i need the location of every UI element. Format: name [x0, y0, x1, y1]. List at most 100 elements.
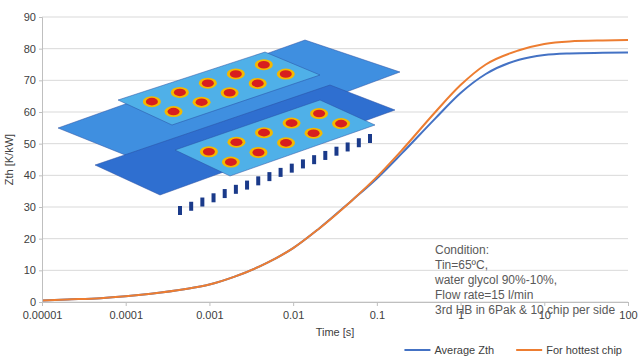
- chip-halo: [227, 68, 245, 79]
- pin: [323, 151, 327, 160]
- x-axis-title: Time [s]: [316, 326, 355, 338]
- y-tick-label: 80: [24, 43, 36, 55]
- chip: [174, 89, 186, 97]
- x-tick-label: 0.00001: [23, 309, 63, 321]
- y-tick: 0: [30, 296, 42, 308]
- y-tick-mark: [39, 17, 42, 18]
- chart: 0.000010.00010.0010.010.1110100010203040…: [0, 0, 640, 362]
- y-tick-label: 50: [24, 138, 36, 150]
- y-tick-mark: [39, 239, 42, 240]
- chip-halo: [222, 157, 240, 168]
- x-tick-mark: [293, 302, 294, 306]
- y-tick-label: 30: [24, 201, 36, 213]
- x-tick: 0.1: [370, 302, 385, 321]
- chip-halo: [277, 69, 295, 80]
- chip: [335, 120, 347, 128]
- y-tick-label: 40: [24, 169, 36, 181]
- chip-halo: [305, 128, 323, 139]
- y-tick: 20: [24, 233, 42, 245]
- annotation-line: water glycol 90%-10%,: [434, 273, 557, 287]
- y-tick-mark: [39, 270, 42, 271]
- pin: [267, 172, 271, 181]
- legend-item: For hottest chip: [516, 344, 622, 356]
- x-tick-label: 0.0001: [109, 309, 143, 321]
- pin: [189, 202, 193, 211]
- y-tick: 80: [24, 43, 42, 55]
- x-tick: 100: [619, 302, 637, 321]
- pin: [368, 134, 372, 143]
- grid-line: [42, 207, 628, 208]
- module: [175, 100, 375, 176]
- series-line: [42, 52, 628, 300]
- y-tick-label: 10: [24, 264, 36, 276]
- pin: [279, 168, 283, 177]
- inset-illustration: [58, 40, 400, 215]
- chip-halo: [193, 97, 211, 108]
- y-tick-mark: [39, 207, 42, 208]
- grid-line: [42, 17, 628, 18]
- x-tick: 0.00001: [23, 302, 63, 321]
- x-tick: 0.0001: [109, 302, 143, 321]
- grid-line: [42, 270, 628, 271]
- x-tick-mark: [377, 302, 378, 306]
- legend-item: Average Zth: [404, 344, 494, 356]
- chip: [252, 149, 264, 157]
- y-tick: 10: [24, 264, 42, 276]
- x-tick: 0.01: [283, 302, 304, 321]
- chip: [202, 79, 214, 87]
- chip-halo: [171, 87, 189, 98]
- pin: [334, 147, 338, 156]
- pin: [212, 193, 216, 202]
- pin: [346, 142, 350, 151]
- legend: Average Zth For hottest chip: [404, 344, 622, 356]
- y-tick-mark: [39, 175, 42, 176]
- chip: [252, 80, 264, 88]
- chip: [286, 119, 298, 127]
- chip-halo: [332, 118, 350, 129]
- x-tick-mark: [209, 302, 210, 306]
- annotation: Condition:Tin=65ºC,water glycol 90%-10%,…: [434, 243, 615, 317]
- y-axis-title: Zth [K/kW]: [3, 134, 15, 185]
- chip: [230, 70, 242, 78]
- annotation-line: Flow rate=15 l/min: [435, 288, 533, 302]
- y-tick-label: 60: [24, 106, 36, 118]
- y-tick-label: 0: [30, 296, 36, 308]
- y-tick: 90: [24, 11, 42, 23]
- pin: [245, 181, 249, 190]
- chip: [146, 98, 158, 106]
- pin: [200, 198, 204, 207]
- chip: [280, 139, 292, 147]
- chip-halo: [249, 78, 267, 89]
- x-tick-mark: [126, 302, 127, 306]
- y-tick-mark: [39, 144, 42, 145]
- chip: [203, 148, 215, 156]
- pin: [234, 185, 238, 194]
- chip: [168, 108, 180, 116]
- pin: [223, 189, 227, 198]
- y-tick-mark: [39, 49, 42, 50]
- chip-halo: [221, 87, 239, 98]
- chip: [225, 158, 237, 166]
- pin: [256, 176, 260, 185]
- legend-label: Average Zth: [434, 344, 494, 356]
- chip-halo: [143, 96, 161, 107]
- y-tick-label: 70: [24, 74, 36, 86]
- chip: [196, 98, 208, 106]
- chip-halo: [249, 147, 267, 158]
- x-tick-label: 0.1: [370, 309, 385, 321]
- y-tick: 40: [24, 169, 42, 181]
- chip-halo: [165, 106, 183, 117]
- y-tick-label: 20: [24, 233, 36, 245]
- chip-halo: [310, 108, 328, 119]
- annotation-line: 3rd HB in 6Pak & 10 chip per side: [435, 303, 615, 317]
- chip: [258, 129, 270, 137]
- series-line: [42, 40, 628, 300]
- chip: [308, 129, 320, 137]
- x-tick-label: 0.01: [283, 309, 304, 321]
- y-tick-mark: [39, 80, 42, 81]
- x-tick: 0.001: [196, 302, 224, 321]
- grid-line: [42, 48, 628, 49]
- x-tick-label: 0.001: [196, 309, 224, 321]
- y-axis-line: [39, 18, 43, 303]
- chip-halo: [255, 59, 273, 70]
